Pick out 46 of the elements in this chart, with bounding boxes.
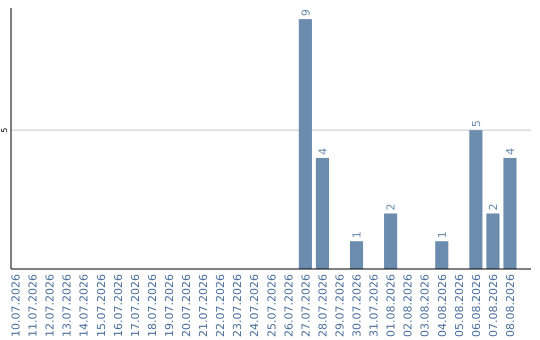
x-tick-label: 15.07.2026 — [94, 274, 108, 337]
x-tick-label: 24.07.2026 — [248, 274, 262, 337]
x-tick-label: 14.07.2026 — [78, 274, 91, 337]
x-tick-label: 06.08.2026 — [470, 274, 483, 337]
x-tick-label: 11.07.2026 — [26, 274, 40, 337]
bar — [486, 213, 500, 269]
bar — [435, 241, 448, 269]
x-tick-label: 07.08.2026 — [486, 274, 500, 337]
x-tick-label: 10.07.2026 — [10, 274, 23, 337]
x-tick-label: 17.07.2026 — [128, 274, 142, 337]
data-label: 4 — [504, 148, 517, 155]
x-tick-label: 27.07.2026 — [299, 274, 312, 337]
x-tick-label: 02.08.2026 — [402, 274, 415, 337]
bar — [503, 158, 517, 269]
x-tick-label: 16.07.2026 — [112, 274, 125, 337]
bar — [350, 241, 364, 269]
data-label: 1 — [436, 231, 449, 238]
x-tick-label: 22.07.2026 — [214, 274, 228, 337]
x-tick-label: 18.07.2026 — [146, 274, 159, 337]
x-tick-label: 28.07.2026 — [316, 274, 330, 337]
x-tick-label: 05.08.2026 — [452, 274, 466, 337]
data-label: 9 — [299, 9, 312, 16]
x-tick-label: 08.08.2026 — [504, 274, 517, 337]
x-tick-label: 29.07.2026 — [333, 274, 346, 337]
bar — [469, 130, 482, 269]
x-tick-label: 20.07.2026 — [180, 274, 194, 337]
bar — [316, 158, 329, 269]
x-tick-label: 21.07.2026 — [197, 274, 210, 337]
x-tick-label: 12.07.2026 — [44, 274, 57, 337]
bar — [298, 19, 312, 269]
data-label: 1 — [350, 231, 364, 238]
x-tick-label: 23.07.2026 — [231, 274, 244, 337]
x-tick-label: 19.07.2026 — [162, 274, 176, 337]
x-tick-label: 26.07.2026 — [282, 274, 296, 337]
data-label: 5 — [470, 120, 483, 128]
x-tick-label: 13.07.2026 — [60, 274, 74, 337]
data-label: 4 — [316, 148, 330, 155]
x-tick-label: 30.07.2026 — [350, 274, 364, 337]
x-tick-label: 31.07.2026 — [368, 274, 381, 337]
data-label: 2 — [486, 203, 500, 210]
x-tick-label: 01.08.2026 — [384, 274, 398, 337]
x-tick-label: 25.07.2026 — [265, 274, 278, 337]
data-label: 2 — [384, 203, 398, 210]
x-tick-label: 03.08.2026 — [418, 274, 432, 337]
x-tick-label: 04.08.2026 — [436, 274, 449, 337]
bar — [384, 213, 398, 269]
